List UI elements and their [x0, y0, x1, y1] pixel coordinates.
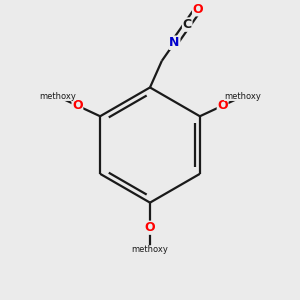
- Text: methoxy: methoxy: [224, 92, 261, 101]
- Text: methoxy: methoxy: [39, 92, 76, 101]
- Text: methoxy: methoxy: [132, 245, 168, 254]
- Text: O: O: [145, 221, 155, 234]
- Text: O: O: [72, 99, 83, 112]
- Text: C: C: [183, 18, 192, 31]
- Text: O: O: [217, 99, 228, 112]
- Text: O: O: [193, 3, 203, 16]
- Text: N: N: [169, 36, 180, 49]
